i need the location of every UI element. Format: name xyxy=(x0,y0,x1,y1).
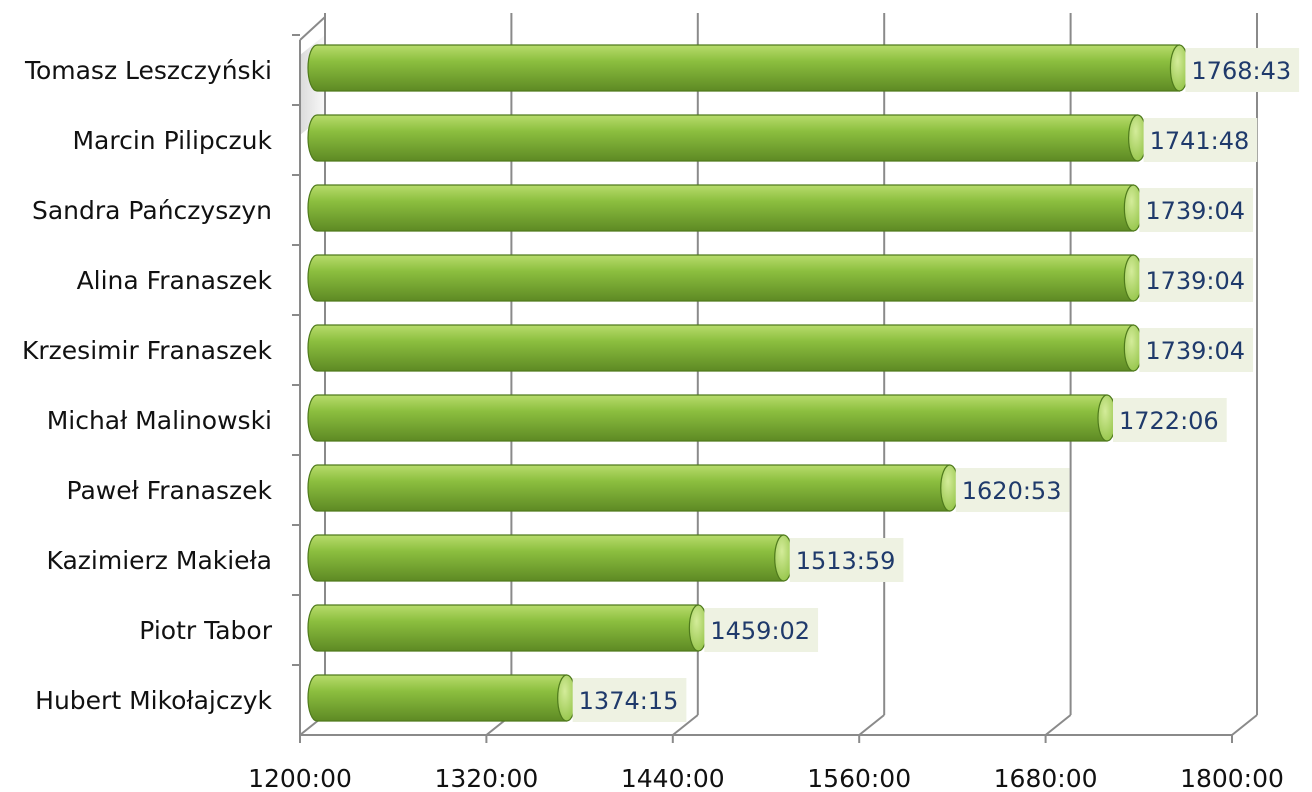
category-label: Marcin Pilipczuk xyxy=(72,126,272,155)
data-label: 1620:53 xyxy=(962,477,1062,505)
bar-body xyxy=(307,674,568,722)
bar-layer xyxy=(307,44,1190,722)
axis-layer: 1200:00 1320:00 1440:00 1560:00 1680:00 1800:… xyxy=(248,16,1284,792)
data-label: 1722:06 xyxy=(1119,407,1219,435)
category-label: Piotr Tabor xyxy=(139,616,272,645)
bar xyxy=(307,114,1148,162)
bar xyxy=(307,604,708,652)
gridline-floor xyxy=(1231,714,1258,736)
data-label: 1741:48 xyxy=(1150,127,1250,155)
data-label: 1768:43 xyxy=(1191,57,1291,85)
data-label: 1739:04 xyxy=(1145,197,1245,225)
x-tick-label: 1560:00 xyxy=(807,764,911,792)
data-label-bg xyxy=(789,538,904,582)
bar-body xyxy=(307,184,1134,232)
bar xyxy=(307,254,1143,302)
bar xyxy=(307,674,577,722)
category-label: Krzesimir Franaszek xyxy=(22,336,273,365)
bar-body xyxy=(307,464,951,512)
data-label-bg xyxy=(1112,398,1227,442)
axis-depth-edge xyxy=(299,16,326,41)
data-label: 1374:15 xyxy=(579,687,679,715)
data-label: 1739:04 xyxy=(1145,267,1245,295)
data-label-bg xyxy=(1139,328,1254,372)
data-label-bg xyxy=(572,678,687,722)
bar-body xyxy=(307,324,1134,372)
category-label: Tomasz Leszczyński xyxy=(24,56,272,85)
category-label: Hubert Mikołajczyk xyxy=(35,686,272,715)
gridline-floor xyxy=(672,714,699,736)
label-layer: Tomasz Leszczyński 1768:43 Marcin Pilipczu… xyxy=(22,48,1300,722)
bar-body xyxy=(307,44,1181,92)
bar xyxy=(307,324,1143,372)
bar-body xyxy=(307,254,1134,302)
data-label-bg xyxy=(1143,118,1258,162)
bar-body xyxy=(307,534,785,582)
category-label: Michał Malinowski xyxy=(47,406,272,435)
category-label: Kazimierz Makieła xyxy=(47,546,273,575)
bar-body xyxy=(307,114,1139,162)
x-tick-label: 1680:00 xyxy=(994,764,1098,792)
bar-body xyxy=(307,604,699,652)
data-label: 1513:59 xyxy=(796,547,896,575)
category-label: Alina Franaszek xyxy=(77,266,273,295)
gridline-floor xyxy=(858,714,885,736)
data-label-bg xyxy=(1185,48,1300,92)
gridline-floor xyxy=(1044,714,1072,736)
x-tick-label: 1200:00 xyxy=(248,764,352,792)
data-label-bg xyxy=(704,608,819,652)
x-tick-label: 1440:00 xyxy=(621,764,725,792)
category-label: Sandra Pańczyszyn xyxy=(32,196,272,225)
bar xyxy=(307,464,960,512)
data-label: 1739:04 xyxy=(1145,337,1245,365)
data-label-bg xyxy=(955,468,1070,512)
bar xyxy=(307,184,1143,232)
x-tick-label: 1800:00 xyxy=(1180,764,1284,792)
data-label-bg xyxy=(1139,188,1254,232)
bar-body xyxy=(307,394,1108,442)
bar xyxy=(307,394,1117,442)
category-label: Paweł Franaszek xyxy=(67,476,273,505)
data-label-bg xyxy=(1139,258,1254,302)
data-label: 1459:02 xyxy=(710,617,810,645)
bar xyxy=(307,534,794,582)
bar xyxy=(307,44,1190,92)
x-tick-label: 1320:00 xyxy=(434,764,538,792)
